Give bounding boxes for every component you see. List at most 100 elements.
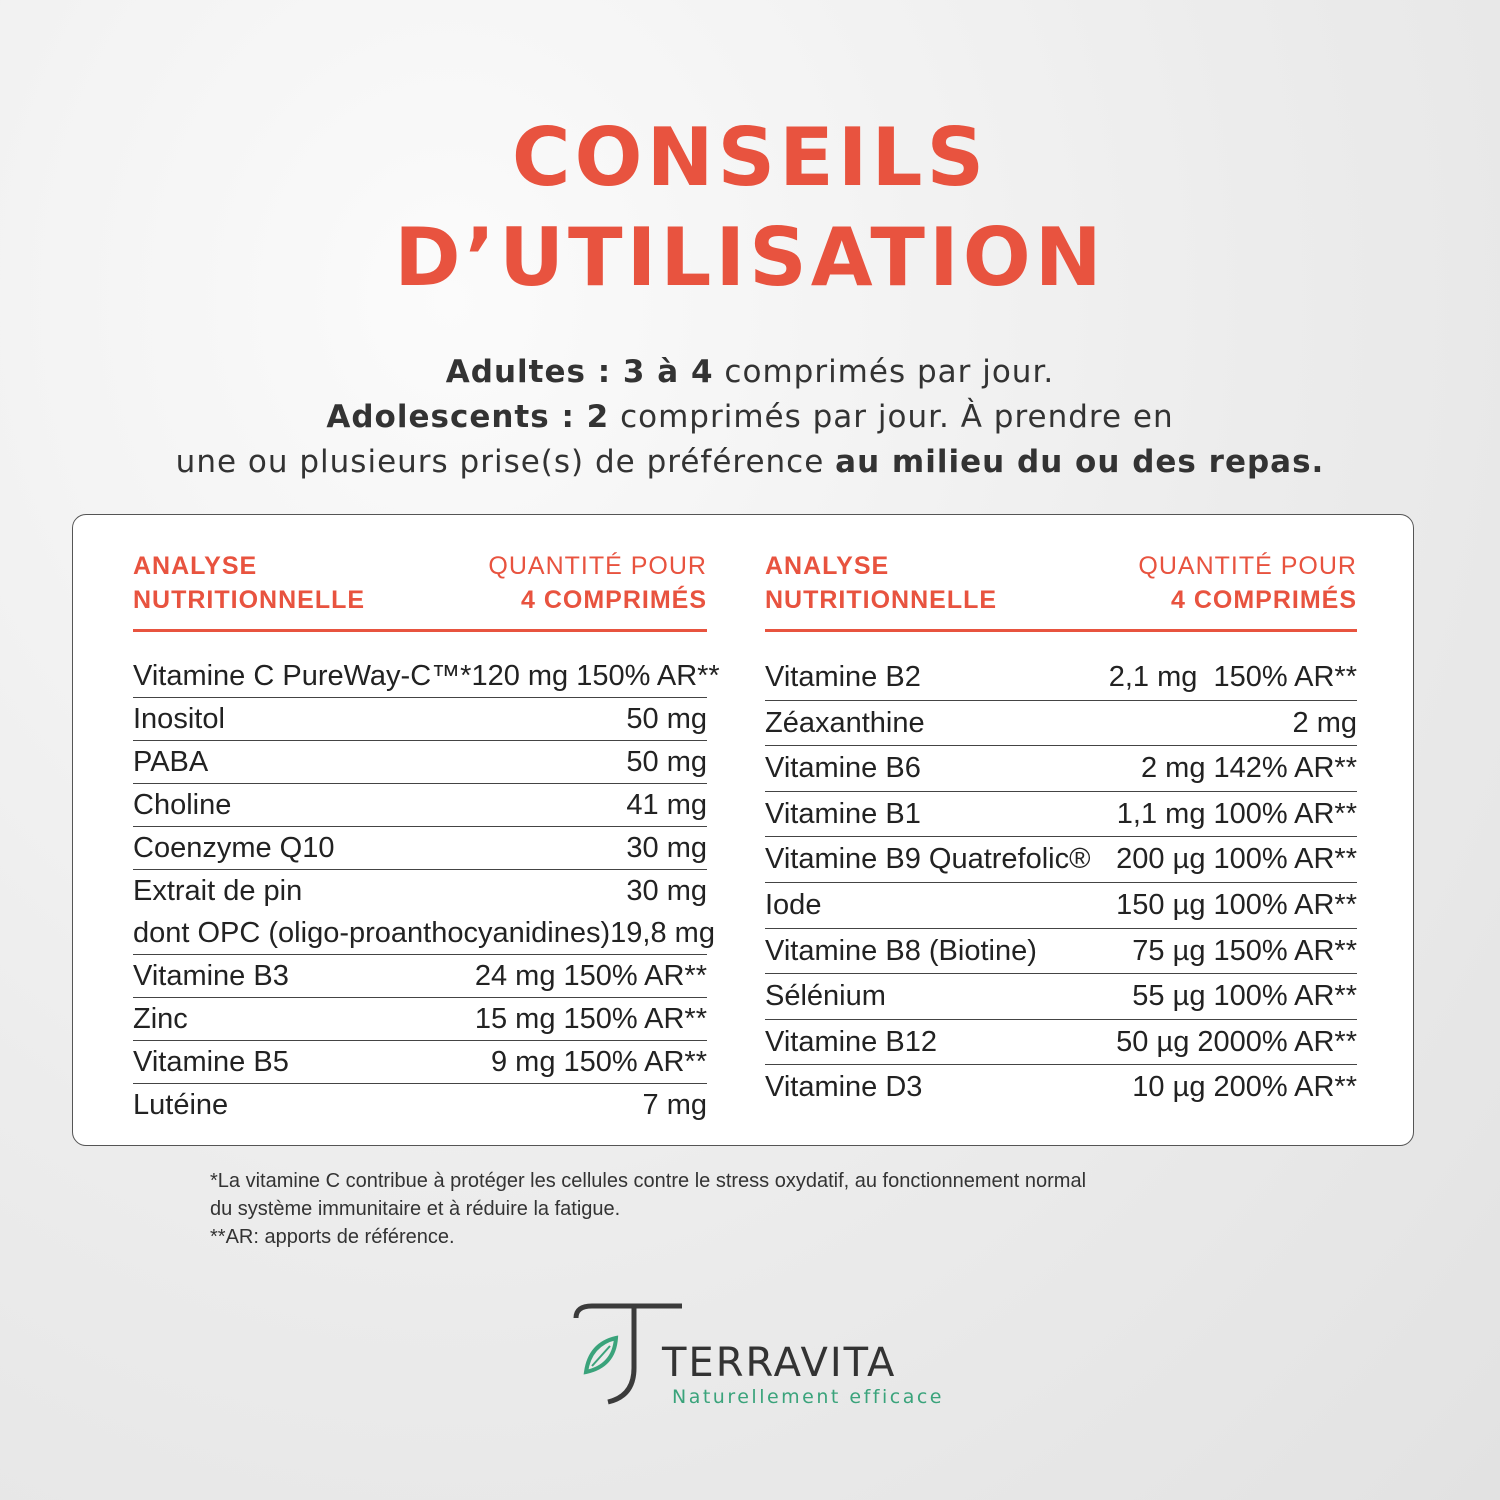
nutrient-quantity: 24 mg 150% AR** <box>474 960 707 992</box>
nutrient-name: Zinc <box>133 1003 188 1035</box>
nutrient-name: PABA <box>133 746 209 778</box>
heading-rule <box>133 629 707 632</box>
nutrient-name: Lutéine <box>133 1089 229 1121</box>
row-line: Coenzyme Q10 30 mg <box>133 827 707 869</box>
table-row: Vitamine D3 10 µg 200% AR** <box>765 1065 1357 1110</box>
table-row: Vitamine B5 9 mg 150% AR** <box>133 1041 707 1084</box>
footnote: du système immunitaire et à réduire la f… <box>210 1198 621 1220</box>
nutrient-quantity: 75 µg 150% AR** <box>1132 934 1357 967</box>
row-line: Vitamine B3 24 mg 150% AR** <box>133 955 707 997</box>
row-line: Zéaxanthine 2 mg <box>765 701 1357 746</box>
nutrient-quantity: 19,8 mg <box>610 917 715 949</box>
nutrient-name: Choline <box>133 789 232 821</box>
nutrient-quantity: 41 mg <box>626 789 707 821</box>
nutrient-name: Inositol <box>133 703 225 735</box>
instruction-line: Adultes : 3 à 4 comprimés par jour. <box>0 354 1500 390</box>
table-row: Sélénium 55 µg 100% AR** <box>765 974 1357 1020</box>
nutrient-quantity: 15 mg 150% AR** <box>474 1003 707 1035</box>
instruction-segment: comprimés par jour. À prendre en <box>609 399 1174 435</box>
nutrient-quantity: 50 mg <box>626 746 707 778</box>
row-line: Vitamine B12 50 µg 2000% AR** <box>765 1020 1357 1065</box>
instruction-line: Adolescents : 2 comprimés par jour. À pr… <box>0 399 1500 435</box>
instruction-segment: une ou plusieurs prise(s) de préférence <box>175 444 836 480</box>
nutrient-quantity: 120 mg 150% AR** <box>471 660 720 692</box>
nutrient-quantity: 30 mg <box>626 832 707 864</box>
row-line: Sélénium 55 µg 100% AR** <box>765 974 1357 1019</box>
table-row: Extrait de pin 30 mg dont OPC (oligo-proan… <box>133 870 715 955</box>
footnote: **AR: apports de référence. <box>210 1226 455 1248</box>
row-line: Zinc 15 mg 150% AR** <box>133 998 707 1040</box>
nutrient-quantity: 50 µg 2000% AR** <box>1116 1025 1357 1058</box>
heading-label-line: NUTRITIONNELLE <box>765 586 998 614</box>
column-heading: ANALYSE NUTRITIONNELLE QUANTITÉ POUR 4 COMP… <box>765 549 1357 619</box>
table-row: Lutéine 7 mg <box>133 1084 707 1126</box>
table-row: Inositol 50 mg <box>133 698 707 741</box>
table-row: Vitamine C PureWay-C™* 120 mg 150% AR** <box>133 655 720 698</box>
instruction-segment: comprimés par jour. <box>713 354 1055 390</box>
row-line: Iode 150 µg 100% AR** <box>765 883 1357 928</box>
table-row: Choline 41 mg <box>133 784 707 827</box>
nutrient-name: Vitamine B1 <box>765 797 921 830</box>
nutrient-quantity: 30 mg <box>626 875 707 907</box>
nutrient-quantity: 2 mg 142% AR** <box>1140 752 1357 785</box>
nutrient-name: Zéaxanthine <box>765 706 925 739</box>
logo-brand: TERRAVITA <box>662 1340 897 1386</box>
table-rows: Vitamine C PureWay-C™* 120 mg 150% AR** In… <box>133 655 720 1126</box>
nutrient-name: Vitamine B12 <box>765 1025 937 1058</box>
logo-leaf-vein <box>591 1345 611 1367</box>
nutrient-name: dont OPC (oligo-proanthocyanidines) <box>133 917 611 949</box>
column-heading: ANALYSE NUTRITIONNELLE QUANTITÉ POUR 4 COMP… <box>133 549 707 619</box>
nutrient-quantity: 50 mg <box>626 703 707 735</box>
table-row: Vitamine B8 (Biotine) 75 µg 150% AR** <box>765 929 1357 975</box>
heading-quantity: QUANTITÉ POUR 4 COMPRIMÉS <box>1138 549 1357 617</box>
nutrient-quantity: 7 mg <box>642 1089 707 1121</box>
heading-quantity-line: 4 COMPRIMÉS <box>1170 586 1357 614</box>
nutrient-name: Coenzyme Q10 <box>133 832 335 864</box>
row-line: Vitamine B1 1,1 mg 100% AR** <box>765 792 1357 837</box>
nutrient-name: Vitamine C PureWay-C™* <box>133 660 472 692</box>
heading-quantity-line: QUANTITÉ POUR <box>488 552 707 580</box>
instruction-line: une ou plusieurs prise(s) de préférence … <box>0 444 1500 480</box>
row-line: Extrait de pin 30 mg <box>133 870 707 912</box>
row-line: Vitamine C PureWay-C™* 120 mg 150% AR** <box>133 655 720 697</box>
nutrient-name: Extrait de pin <box>133 875 303 907</box>
row-line: Lutéine 7 mg <box>133 1084 707 1126</box>
logo-icon <box>573 1303 682 1405</box>
instruction-segment: Adolescents : 2 <box>326 399 610 435</box>
nutrient-name: Vitamine B5 <box>133 1046 289 1078</box>
row-line: Vitamine B9 Quatrefolic® 200 µg 100% AR** <box>765 837 1357 882</box>
nutrient-name: Vitamine D3 <box>765 1071 923 1104</box>
heading-label-line: ANALYSE <box>133 552 258 580</box>
footnote: *La vitamine C contribue à protéger les … <box>210 1170 1087 1192</box>
table-row: Vitamine B6 2 mg 142% AR** <box>765 746 1357 792</box>
logo-leaf <box>583 1335 619 1375</box>
instruction-segment: au milieu du ou des repas. <box>835 444 1325 480</box>
heading-label: ANALYSE NUTRITIONNELLE <box>133 549 365 617</box>
nutrient-quantity: 10 µg 200% AR** <box>1132 1071 1357 1104</box>
heading-rule <box>765 629 1357 632</box>
table-rows: Vitamine B2 2,1 mg 150% AR** Zéaxanthine 2 … <box>765 655 1357 1110</box>
row-line: Choline 41 mg <box>133 784 707 826</box>
title-line: D’UTILISATION <box>394 211 1106 304</box>
nutrient-name: Vitamine B9 Quatrefolic® <box>765 843 1091 876</box>
heading-quantity-line: QUANTITÉ POUR <box>1138 552 1357 580</box>
nutrient-name: Vitamine B8 (Biotine) <box>765 934 1037 967</box>
nutrient-name: Vitamine B2 <box>765 661 921 693</box>
nutrient-quantity: 9 mg 150% AR** <box>490 1046 707 1078</box>
heading-quantity-line: 4 COMPRIMÉS <box>520 586 707 614</box>
row-line: Inositol 50 mg <box>133 698 707 740</box>
row-line: PABA 50 mg <box>133 741 707 783</box>
table-row: Vitamine B9 Quatrefolic® 200 µg 100% AR** <box>765 837 1357 883</box>
row-line: Vitamine B5 9 mg 150% AR** <box>133 1041 707 1083</box>
nutrient-quantity: 150 µg 100% AR** <box>1116 888 1357 921</box>
table-row: PABA 50 mg <box>133 741 707 784</box>
table-row: Vitamine B2 2,1 mg 150% AR** <box>765 655 1357 701</box>
nutrient-quantity: 55 µg 100% AR** <box>1132 980 1357 1013</box>
nutrient-name: Sélénium <box>765 980 886 1013</box>
row-line: Vitamine D3 10 µg 200% AR** <box>765 1065 1357 1110</box>
table-row: Vitamine B12 50 µg 2000% AR** <box>765 1020 1357 1066</box>
heading-label-line: ANALYSE <box>765 552 890 580</box>
row-line: Vitamine B6 2 mg 142% AR** <box>765 746 1357 791</box>
